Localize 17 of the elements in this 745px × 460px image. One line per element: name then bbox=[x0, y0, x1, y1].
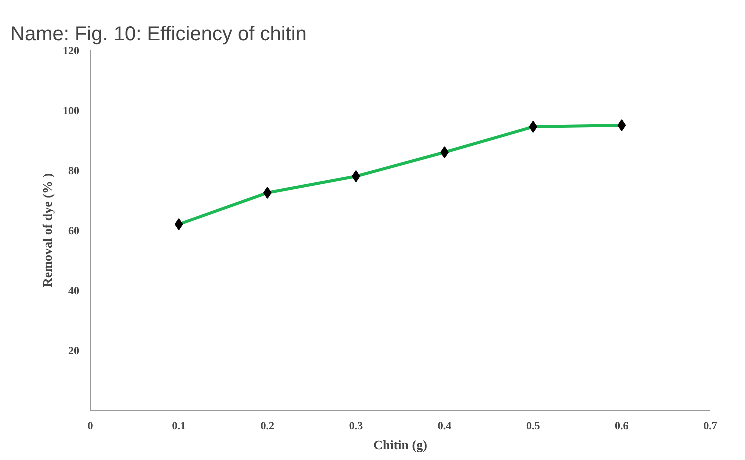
x-axis-title: Chitin (g) bbox=[374, 438, 428, 452]
y-tick-label: 120 bbox=[63, 46, 80, 58]
y-tick-label: 40 bbox=[68, 286, 80, 298]
x-tick-label: 0.2 bbox=[260, 420, 276, 432]
x-tick-label: 0.1 bbox=[172, 420, 186, 432]
y-axis-title: Removal of dye (% ) bbox=[40, 173, 55, 288]
y-tick-label: 80 bbox=[68, 166, 80, 178]
x-tick-label: 0.3 bbox=[349, 420, 364, 432]
x-tick-label: 0.7 bbox=[704, 420, 718, 432]
x-tick-label: 0.6 bbox=[615, 420, 630, 432]
y-tick-label: 100 bbox=[63, 106, 80, 118]
x-tick-label: 0.4 bbox=[438, 420, 452, 432]
y-tick-label: 60 bbox=[68, 226, 80, 238]
x-tick-label: 0 bbox=[88, 420, 94, 432]
y-tick-label: 20 bbox=[68, 346, 80, 358]
chart-title: Name: Fig. 10: Efficiency of chitin bbox=[10, 24, 307, 46]
x-tick-label: 0.5 bbox=[526, 420, 541, 432]
